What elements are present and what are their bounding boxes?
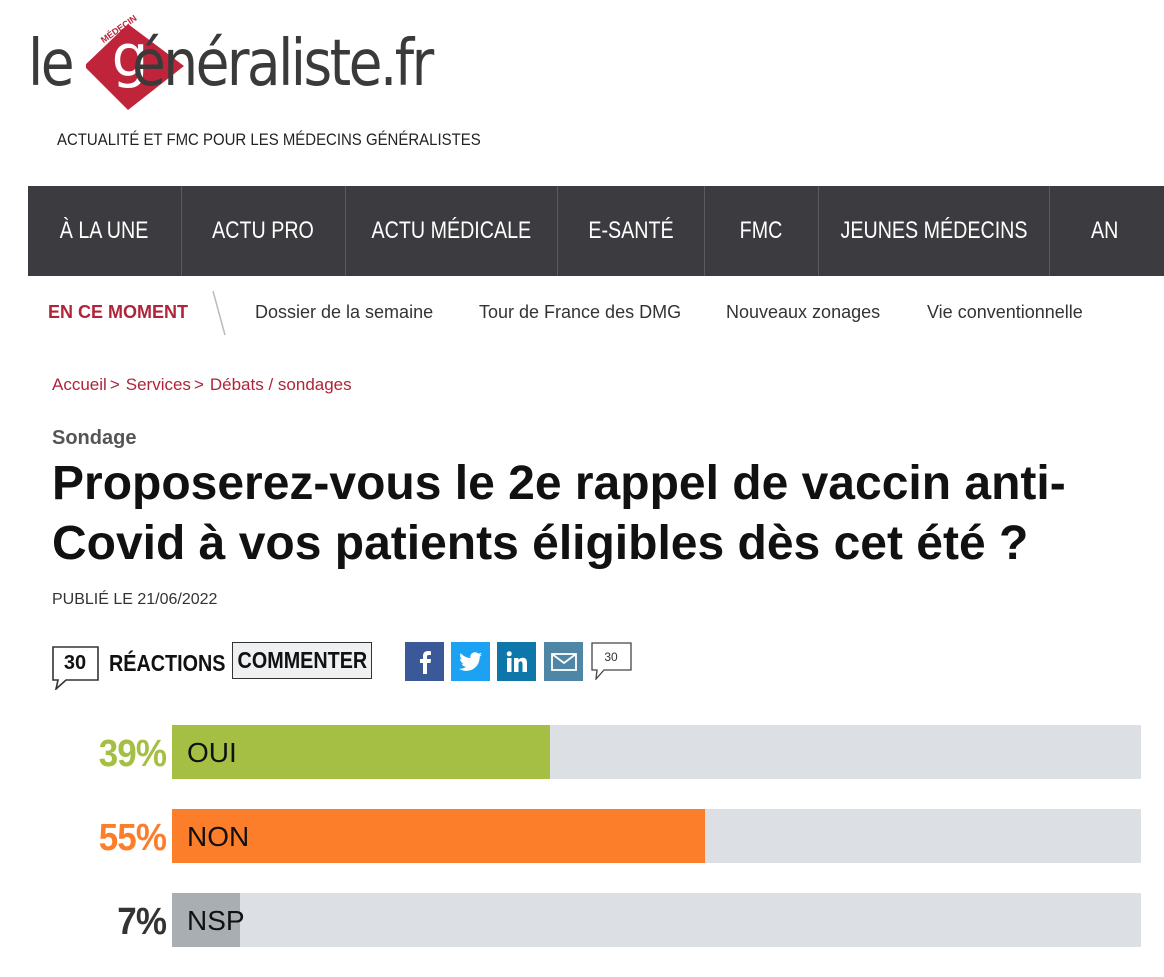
logo-text-right: énéraliste.fr [132,27,434,101]
comment-bubble-icon[interactable] [52,646,100,690]
twitter-icon [458,651,482,671]
svg-text:g: g [112,22,149,90]
breadcrumb-home[interactable]: Accueil [52,375,107,394]
subnav: EN CE MOMENT Dossier de la semaine Tour … [28,288,1164,338]
breadcrumb-services[interactable]: Services [125,375,191,394]
poll-bar-track: NSP [172,893,1141,947]
breadcrumb-debats-sondages[interactable]: Débats / sondages [209,375,352,394]
subnav-link-vie-conventionnelle[interactable]: Vie conventionnelle [927,302,1083,322]
facebook-share-button[interactable] [405,642,444,681]
nav-item-actu-medicale[interactable]: ACTU MÉDICALE [346,186,558,276]
article-title: Proposerez-vous le 2e rappel de vaccin a… [52,457,1066,570]
reactions-count: 30 [63,652,87,674]
poll-row-non: 55% NON [28,809,1141,863]
subnav-divider [212,290,226,336]
nav-item-a-la-une[interactable]: À LA UNE [28,186,183,276]
poll-percentage: 55% [98,817,167,859]
poll-bar-track: NON [172,809,1141,863]
publish-date: PUBLIÉ LE 21/06/2022 [52,591,218,608]
logo-diamond-mark: g [86,22,184,110]
nav-item-jeunes-medecins[interactable]: JEUNES MÉDECINS [819,186,1050,276]
poll-option-label: OUI [187,737,237,768]
twitter-share-button[interactable] [451,642,490,681]
site-tagline: ACTUALITÉ ET FMC POUR LES MÉDECINS GÉNÉR… [57,130,481,149]
poll-bar-fill [172,725,550,779]
poll-row-nsp: 7% NSP [28,893,1141,947]
comment-count-small: 30 [604,650,618,664]
facebook-icon [419,650,431,674]
email-share-button[interactable] [544,642,583,681]
poll-option-label: NSP [187,905,245,936]
comment-button-label: COMMENTER [237,647,367,673]
reactions-bar: 30 RÉACTIONS COMMENTER 30 [52,642,652,690]
poll-percentage: 7% [117,901,167,943]
linkedin-share-button[interactable] [497,642,536,681]
subnav-link-nouveaux-zonages[interactable]: Nouveaux zonages [726,302,881,322]
main-nav: À LA UNE ACTU PRO ACTU MÉDICALE E-SANTÉ … [28,186,1164,276]
site-logo[interactable]: g le énéraliste.fr MÉDECIN [28,13,488,118]
subnav-link-tour-de-france[interactable]: Tour de France des DMG [479,302,682,322]
poll-bar-track: OUI [172,725,1141,779]
poll-bar-fill [172,809,705,863]
poll-bar-fill [172,893,240,947]
poll-option-label: NON [187,821,250,852]
comment-count-bubble-icon[interactable] [591,642,633,680]
nav-item-an[interactable]: AN [1090,217,1119,244]
comment-button[interactable]: COMMENTER [232,642,372,679]
mail-icon [550,652,577,671]
logo-text-left: le [28,27,75,101]
poll-row-oui: 39% OUI [28,725,1141,779]
breadcrumb-separator: > [109,375,120,394]
subnav-link-dossier[interactable]: Dossier de la semaine [255,302,434,322]
nav-item-fmc[interactable]: FMC [705,186,819,276]
article-kicker: Sondage [52,427,137,449]
subnav-label: EN CE MOMENT [48,302,189,322]
poll-percentage: 39% [98,733,167,775]
nav-item-actu-pro[interactable]: ACTU PRO [182,186,346,276]
reactions-label: RÉACTIONS [109,650,226,676]
breadcrumb-separator: > [193,375,204,394]
linkedin-icon [506,650,527,672]
breadcrumb: Accueil > Services > Débats / sondages [52,375,352,395]
nav-item-e-sante[interactable]: E-SANTÉ [558,186,705,276]
